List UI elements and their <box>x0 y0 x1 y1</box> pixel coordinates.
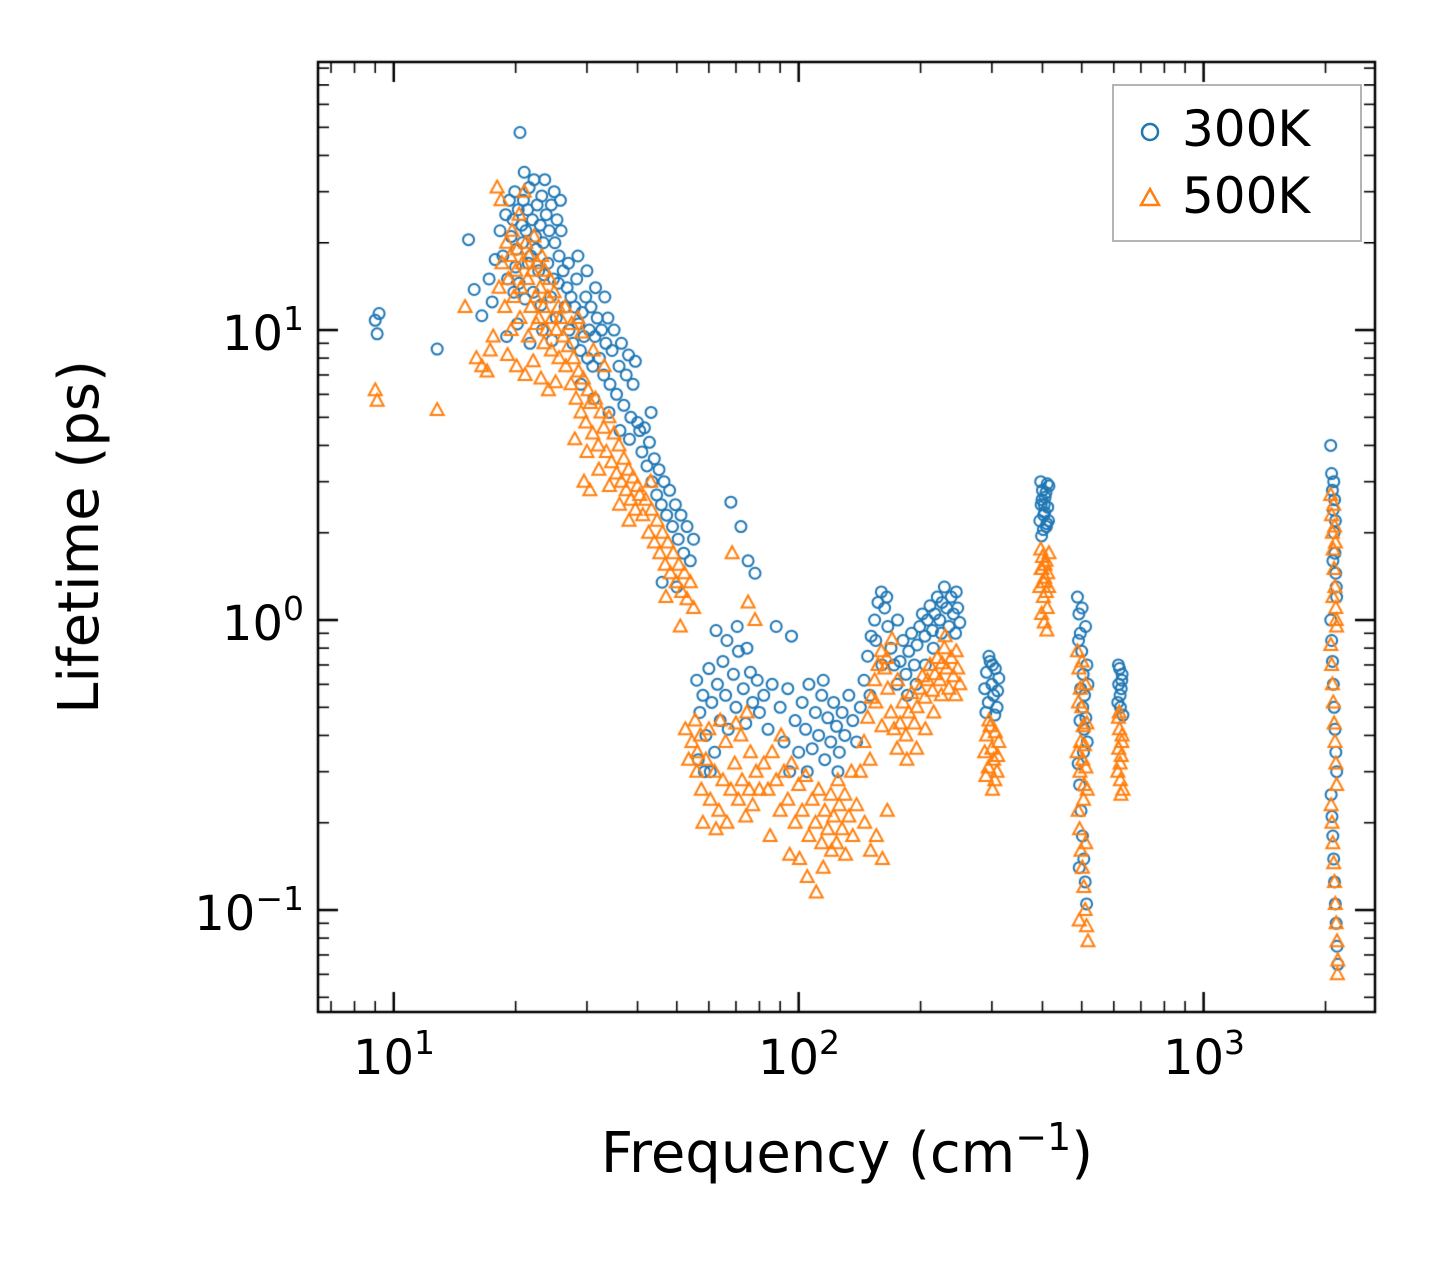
legend-entry-500k: 500K <box>1120 163 1354 230</box>
legend-label-500k: 500K <box>1182 167 1311 225</box>
legend-entry-300k: 300K <box>1120 96 1354 163</box>
x-tick-label-1000: 103 <box>1162 1023 1246 1086</box>
legend: 300K 500K <box>1112 84 1362 242</box>
y-tick-label-10: 101 <box>221 299 304 362</box>
y-tick-label-1: 100 <box>221 589 304 652</box>
y-tick-label-0p1: 10−1 <box>194 879 304 942</box>
legend-label-300k: 300K <box>1182 100 1311 158</box>
x-tick-label-10: 101 <box>352 1023 436 1086</box>
triangle-marker-icon <box>1138 185 1162 206</box>
x-axis-label: Frequency (cm−1) <box>600 1115 1094 1186</box>
x-tick-label-100: 102 <box>757 1023 841 1086</box>
circle-marker-icon <box>1140 122 1160 141</box>
y-axis-label: Lifetime (ps) <box>47 360 112 714</box>
